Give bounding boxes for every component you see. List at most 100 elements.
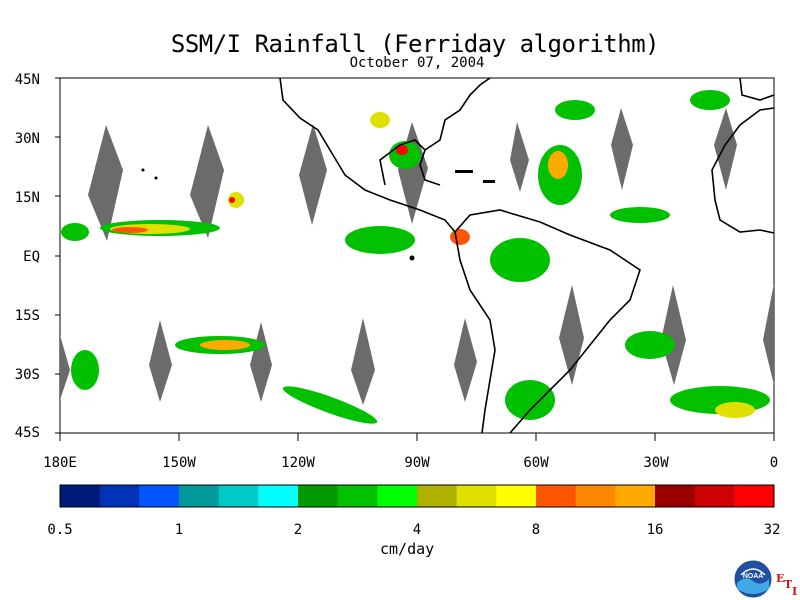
missing-swaths	[60, 108, 774, 405]
noaa-logo: NOAA	[733, 559, 773, 599]
logo-text: NOAA	[743, 573, 764, 580]
swath	[559, 285, 584, 385]
rain-patch	[389, 141, 421, 169]
logo-letter-i: I	[792, 585, 798, 598]
colorbar-swatch	[655, 485, 696, 507]
colorbar-swatch	[734, 485, 775, 507]
lat-label-15n: 15N	[14, 190, 40, 206]
coastline-south-america	[454, 209, 641, 434]
lon-label-180e: 180E	[43, 455, 77, 471]
swath	[714, 108, 737, 190]
swath	[299, 124, 327, 225]
rain-patch	[396, 145, 408, 155]
map-date: October 07, 2004	[349, 55, 485, 71]
swath	[149, 320, 172, 402]
map-title: SSM/I Rainfall (Ferriday algorithm)	[170, 30, 660, 58]
colorbar-swatch	[179, 485, 220, 507]
colorbar-swatch	[615, 485, 656, 507]
rain-patch	[112, 227, 148, 233]
swath	[661, 285, 686, 385]
rain-patch	[715, 402, 755, 418]
lon-label-60w: 60W	[523, 455, 549, 471]
rain-patch	[228, 192, 244, 208]
colorbar-swatch	[337, 485, 378, 507]
colorbar-swatch	[139, 485, 180, 507]
swath	[763, 283, 774, 385]
colorbar-tick-label: 1	[174, 522, 184, 538]
rain-patches	[61, 90, 770, 424]
rain-patch	[555, 100, 595, 120]
axis-ticks	[55, 77, 775, 441]
colorbar-swatch	[60, 485, 101, 507]
rain-patch	[548, 151, 568, 179]
logo-letter-e: E	[776, 572, 785, 585]
rain-patch	[345, 226, 415, 254]
colorbar-swatch	[417, 485, 458, 507]
colorbar-swatch	[575, 485, 616, 507]
rain-patch	[450, 229, 470, 245]
colorbar-tick-label: 16	[646, 522, 664, 538]
lat-label-15s: 15S	[14, 308, 40, 324]
rain-patch	[200, 340, 250, 350]
colorbar-tick-label: 0.5	[47, 522, 73, 538]
lon-label-150w: 150W	[162, 455, 196, 471]
swath	[88, 125, 123, 241]
rain-patch	[229, 197, 235, 203]
island	[141, 168, 145, 172]
logo-letter-t: T	[784, 578, 793, 591]
lat-label-30n: 30N	[14, 131, 40, 147]
colorbar-swatch	[694, 485, 735, 507]
island	[483, 180, 495, 183]
rain-patch	[505, 380, 555, 420]
coastline-east-us	[424, 77, 491, 151]
island	[409, 255, 415, 261]
colorbar-swatch	[536, 485, 577, 507]
colorbar-tick-label: 2	[293, 522, 303, 538]
lat-label-45n: 45N	[14, 72, 40, 88]
rain-patch	[282, 386, 378, 424]
colorbar-unit: cm/day	[380, 540, 435, 558]
coastlines	[279, 77, 775, 434]
lat-label-45s: 45S	[14, 425, 40, 441]
coastline-north-america	[279, 77, 456, 233]
swath	[190, 125, 224, 238]
swath	[351, 318, 375, 405]
islands	[141, 168, 495, 261]
rain-patch	[71, 350, 99, 390]
rain-patch	[610, 207, 670, 223]
swath	[60, 335, 70, 400]
swath	[250, 322, 272, 402]
swath	[510, 122, 529, 192]
lat-label-30s: 30S	[14, 367, 40, 383]
colorbar	[60, 485, 775, 507]
swath	[454, 318, 477, 402]
rain-patch	[625, 331, 675, 359]
lon-label-0: 0	[769, 455, 779, 471]
lon-label-90w: 90W	[404, 455, 430, 471]
island	[154, 176, 158, 180]
rain-patch	[370, 112, 390, 128]
colorbar-tick-label: 32	[763, 522, 781, 538]
rain-patch	[61, 223, 89, 241]
coastline-iberia	[739, 77, 775, 101]
lon-label-30w: 30W	[643, 455, 669, 471]
coastline-africa	[711, 107, 775, 234]
coastline-gulf	[379, 139, 441, 186]
colorbar-tick-label: 8	[531, 522, 541, 538]
colorbar-swatch	[218, 485, 259, 507]
rain-patch	[690, 90, 730, 110]
colorbar-tick-label: 4	[412, 522, 422, 538]
colorbar-swatch	[377, 485, 418, 507]
colorbar-swatch	[99, 485, 140, 507]
rain-patch	[490, 238, 550, 282]
colorbar-swatch	[496, 485, 537, 507]
island	[455, 170, 473, 173]
swath	[611, 108, 633, 190]
coastline-south-america-west	[454, 231, 496, 434]
lon-label-120w: 120W	[281, 455, 315, 471]
colorbar-swatch	[456, 485, 497, 507]
colorbar-swatch	[298, 485, 339, 507]
colorbar-swatch	[258, 485, 299, 507]
lat-label-eq: EQ	[23, 249, 40, 265]
